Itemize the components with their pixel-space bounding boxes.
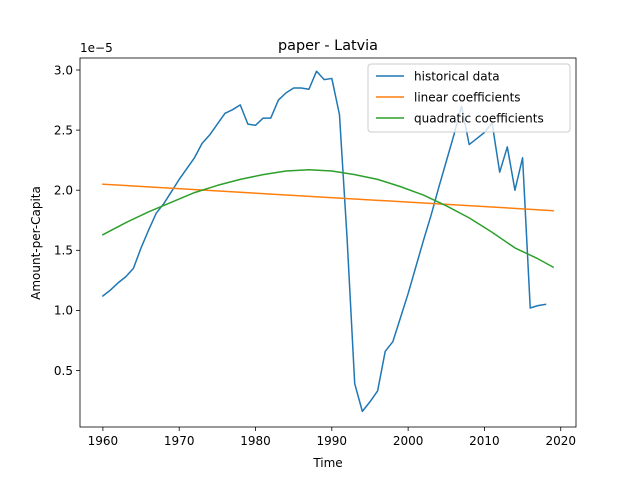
x-tick-label: 1960 [88, 434, 119, 448]
series-line-3 [101, 169, 555, 269]
x-tick-label: 1980 [240, 434, 271, 448]
legend-label: quadratic coefficients [414, 111, 544, 125]
y-tick-label: 1.0 [54, 304, 73, 318]
x-tick-label: 2000 [393, 434, 424, 448]
y-tick-label: 2.0 [54, 184, 73, 198]
plot-area [101, 70, 555, 413]
legend: historical data linear coefficients quadra… [367, 63, 571, 133]
axes: 1960 1970 1980 1990 2000 2010 2020 0.5 1.0 1.5 2.0… [54, 57, 577, 448]
x-axis-label: Time [312, 456, 342, 470]
y-tick-label: 3.0 [54, 63, 73, 77]
x-tick-label: 2020 [545, 434, 576, 448]
chart-title: paper - Latvia [278, 38, 378, 54]
legend-label: historical data [414, 69, 500, 83]
y-tick-label: 0.5 [54, 364, 73, 378]
legend-box [367, 63, 571, 133]
y-axis-offset-label: 1e−5 [80, 41, 113, 55]
x-tick-label: 1990 [317, 434, 348, 448]
x-tick-label: 1970 [164, 434, 195, 448]
series-line-1 [101, 70, 547, 413]
x-tick-label: 2010 [469, 434, 500, 448]
y-axis-label: Amount-per-Capita [29, 186, 43, 300]
y-tick-label: 1.5 [54, 244, 73, 258]
series-line-2 [102, 183, 554, 212]
legend-label: linear coefficients [414, 90, 521, 104]
axes-frame [79, 57, 577, 428]
y-tick-label: 2.5 [54, 123, 73, 137]
